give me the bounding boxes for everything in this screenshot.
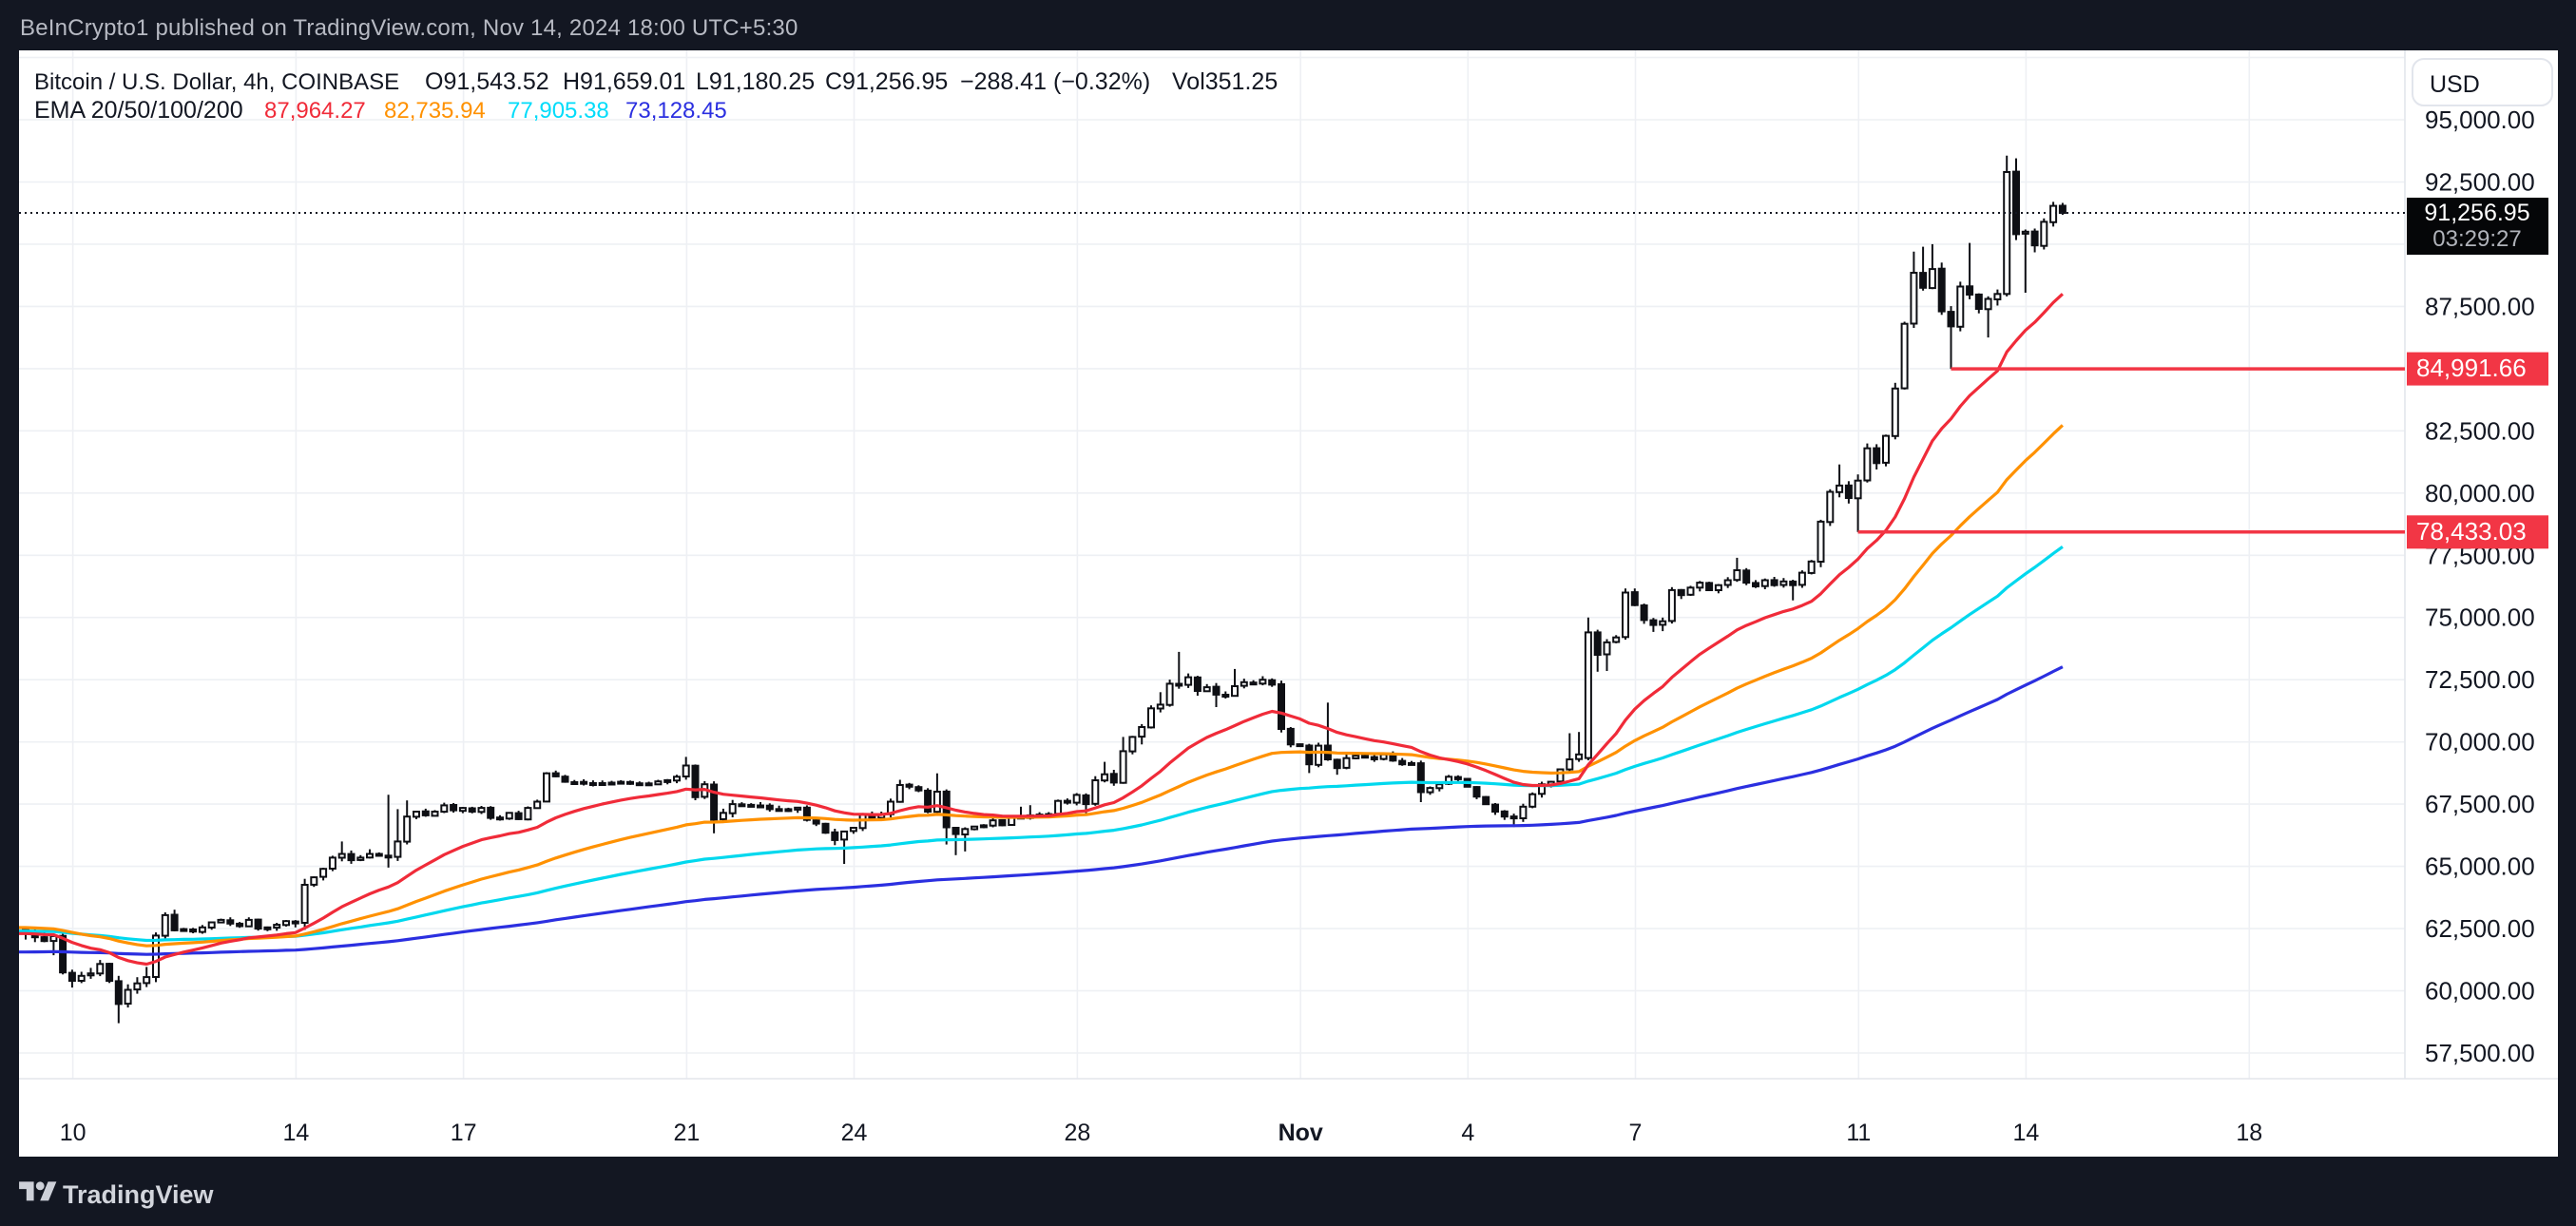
svg-text:USD: USD <box>2430 71 2480 98</box>
svg-text:77,905.38: 77,905.38 <box>508 98 609 124</box>
svg-text:65,000.00: 65,000.00 <box>2425 852 2535 881</box>
svg-text:03:29:27: 03:29:27 <box>2432 226 2521 252</box>
svg-text:Bitcoin / U.S. Dollar, 4h, COI: Bitcoin / U.S. Dollar, 4h, COINBASE <box>34 69 399 95</box>
svg-text:O91,543.52: O91,543.52 <box>425 68 549 95</box>
svg-text:11: 11 <box>1846 1120 1871 1146</box>
svg-text:78,433.03: 78,433.03 <box>2416 517 2527 546</box>
svg-text:Vol351.25: Vol351.25 <box>1172 68 1278 95</box>
svg-text:82,500.00: 82,500.00 <box>2425 416 2535 445</box>
svg-text:L91,180.25: L91,180.25 <box>696 68 815 95</box>
svg-text:EMA 20/50/100/200: EMA 20/50/100/200 <box>34 97 243 124</box>
svg-text:95,000.00: 95,000.00 <box>2425 105 2535 134</box>
svg-text:60,000.00: 60,000.00 <box>2425 977 2535 1006</box>
svg-text:C91,256.95: C91,256.95 <box>825 68 948 95</box>
svg-text:84,991.66: 84,991.66 <box>2416 354 2527 382</box>
svg-text:57,500.00: 57,500.00 <box>2425 1039 2535 1067</box>
svg-text:82,735.94: 82,735.94 <box>384 98 486 124</box>
svg-text:73,128.45: 73,128.45 <box>625 98 727 124</box>
svg-text:14: 14 <box>2012 1120 2039 1146</box>
svg-text:75,000.00: 75,000.00 <box>2425 603 2535 632</box>
svg-text:24: 24 <box>841 1120 868 1146</box>
svg-text:17: 17 <box>451 1120 477 1146</box>
svg-text:87,964.27: 87,964.27 <box>264 98 366 124</box>
svg-text:−288.41 (−0.32%): −288.41 (−0.32%) <box>960 68 1150 95</box>
svg-text:14: 14 <box>282 1120 309 1146</box>
svg-text:62,500.00: 62,500.00 <box>2425 914 2535 943</box>
svg-text:4: 4 <box>1461 1120 1474 1146</box>
svg-text:70,000.00: 70,000.00 <box>2425 728 2535 757</box>
svg-text:28: 28 <box>1064 1120 1090 1146</box>
svg-text:18: 18 <box>2236 1120 2262 1146</box>
svg-text:91,256.95: 91,256.95 <box>2424 200 2529 226</box>
svg-text:7: 7 <box>1629 1120 1643 1146</box>
svg-text:72,500.00: 72,500.00 <box>2425 665 2535 694</box>
svg-text:H91,659.01: H91,659.01 <box>563 68 685 95</box>
svg-text:21: 21 <box>673 1120 700 1146</box>
svg-text:87,500.00: 87,500.00 <box>2425 292 2535 320</box>
svg-text:10: 10 <box>60 1120 87 1146</box>
svg-text:67,500.00: 67,500.00 <box>2425 790 2535 818</box>
svg-text:92,500.00: 92,500.00 <box>2425 168 2535 197</box>
svg-text:80,000.00: 80,000.00 <box>2425 479 2535 508</box>
svg-text:Nov: Nov <box>1278 1120 1323 1146</box>
